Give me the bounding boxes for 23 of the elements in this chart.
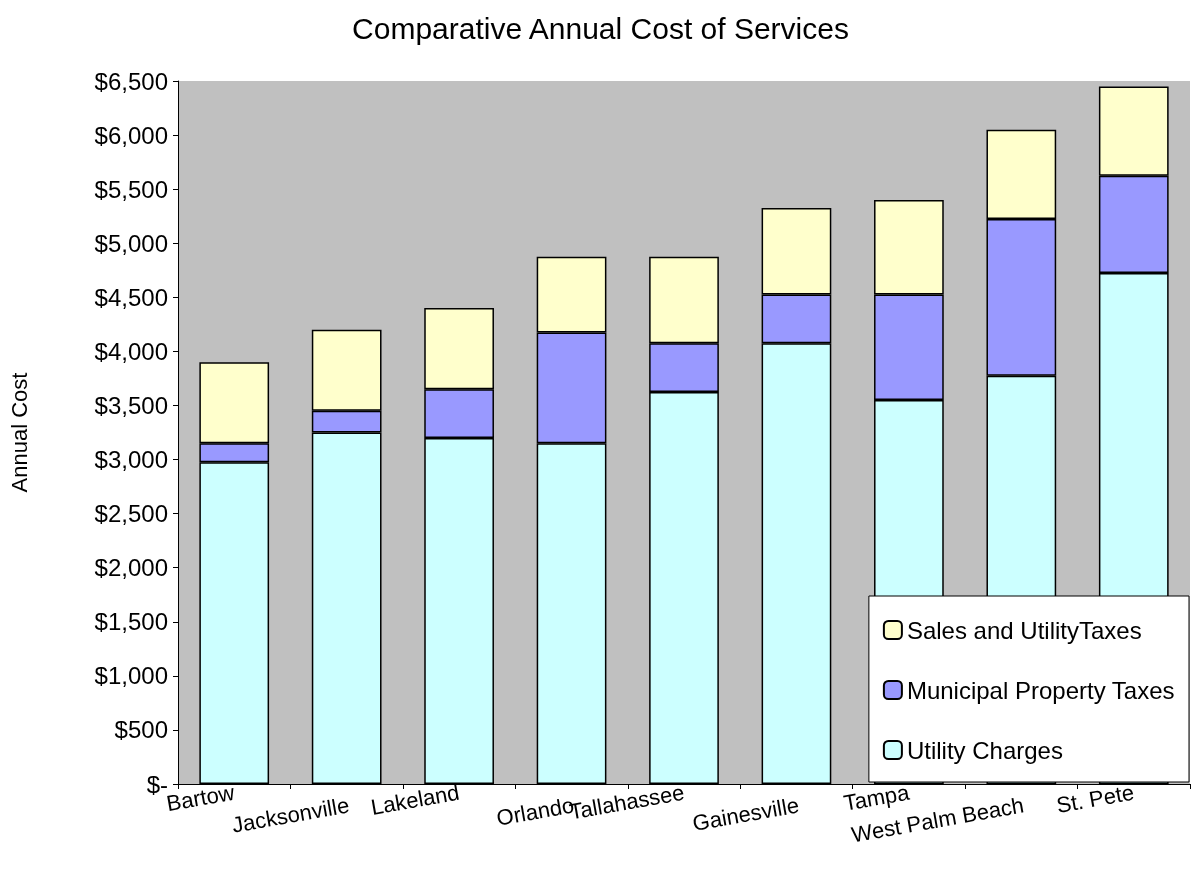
- legend-label: Municipal Property Taxes: [906, 676, 1175, 704]
- y-tick-label: $6,500: [94, 67, 168, 95]
- legend-label: Utility Charges: [906, 736, 1063, 764]
- y-tick-label: $4,000: [94, 337, 168, 365]
- y-tick-label: $-: [146, 770, 168, 798]
- y-tick-label: $6,000: [94, 121, 168, 149]
- y-tick-label: $5,000: [94, 229, 168, 257]
- y-tick-label: $3,000: [94, 446, 168, 474]
- x-tick-label: Gainesville: [690, 792, 801, 836]
- y-tick-label: $2,000: [94, 554, 168, 582]
- legend-label: Sales and UtilityTaxes: [906, 616, 1142, 644]
- y-tick-label: $4,500: [94, 283, 168, 311]
- chart-title: Comparative Annual Cost of Services: [352, 11, 849, 45]
- x-tick-label: Tampa: [841, 779, 912, 816]
- x-tick-label: Lakeland: [368, 779, 462, 820]
- y-tick-label: $1,500: [94, 608, 168, 636]
- y-axis-title: Annual Cost: [6, 372, 32, 493]
- y-tick-label: $500: [114, 716, 168, 744]
- y-tick-label: $5,500: [94, 175, 168, 203]
- x-tick-label: St. Pete: [1054, 779, 1136, 818]
- y-tick-label: $3,500: [94, 391, 168, 419]
- y-tick-label: $1,000: [94, 662, 168, 690]
- y-tick-label: $2,500: [94, 500, 168, 528]
